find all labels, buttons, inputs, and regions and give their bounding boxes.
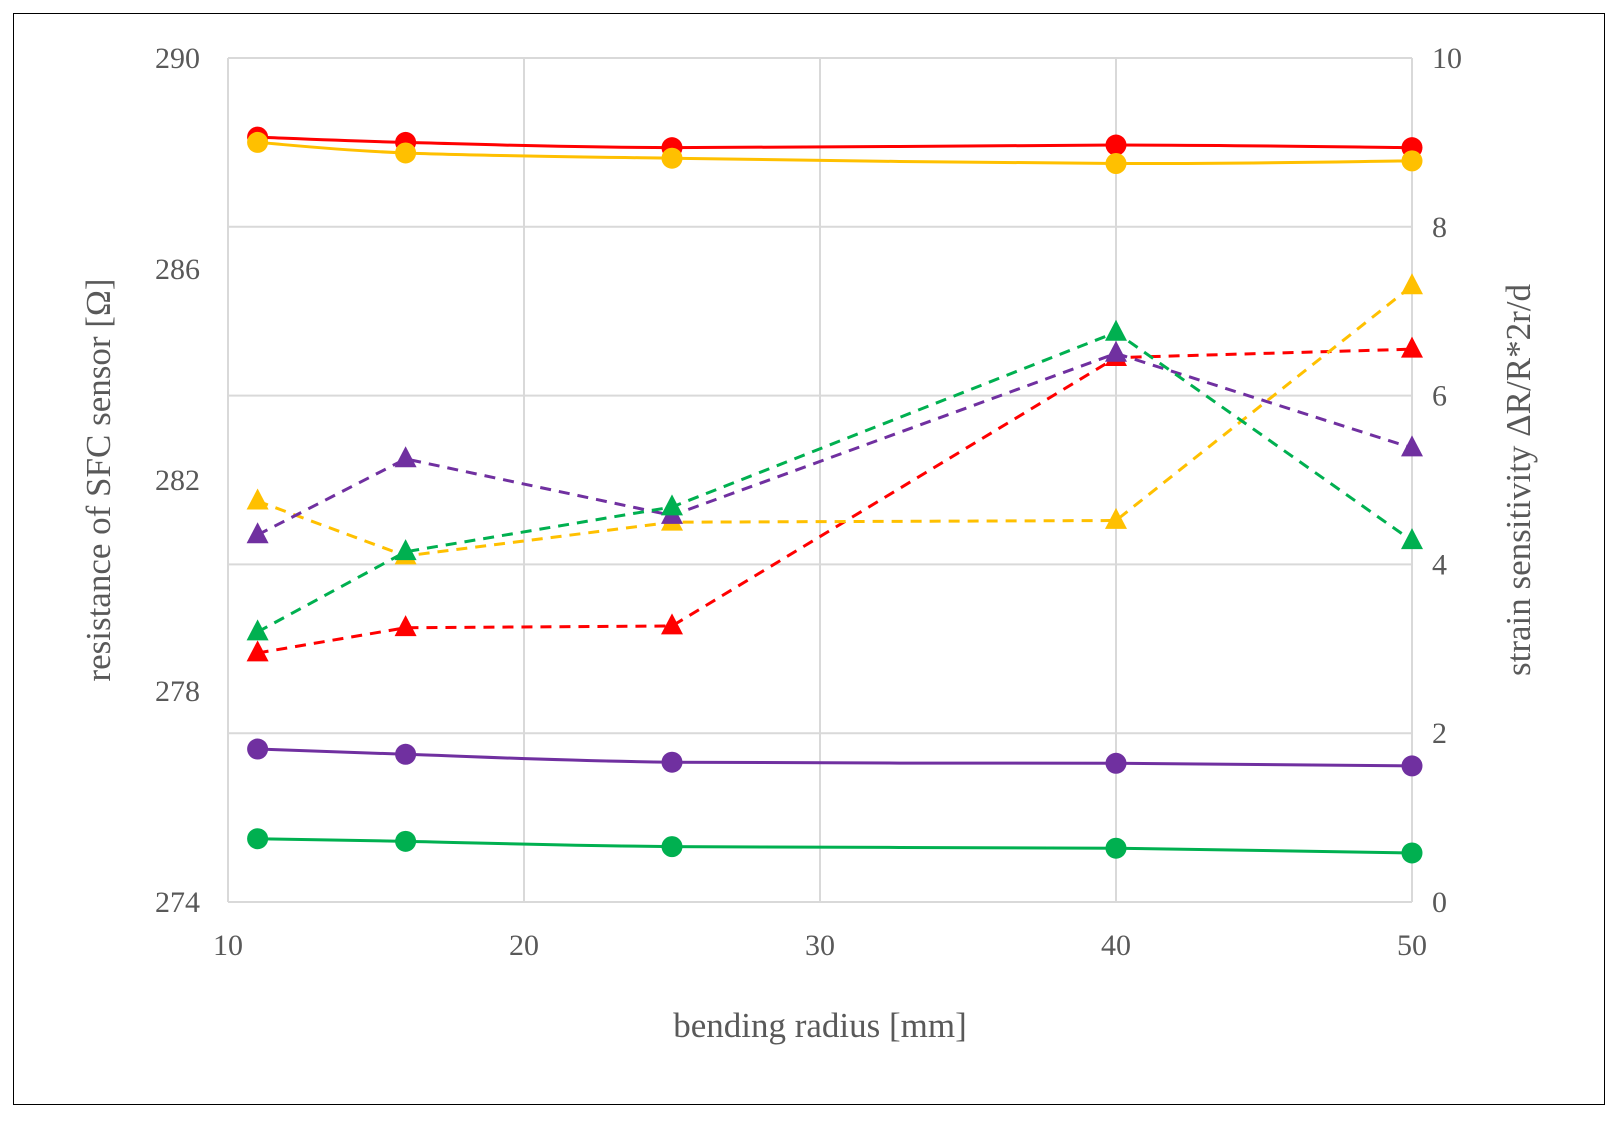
data-point (1401, 435, 1423, 457)
y-tick-label: 278 (155, 675, 200, 708)
data-point (1401, 755, 1423, 777)
data-point (1105, 507, 1127, 529)
series-line (257, 284, 1413, 558)
series-purple-resistance (247, 738, 1423, 777)
y-tick-label: 282 (155, 464, 200, 497)
data-point (395, 142, 417, 164)
data-point (1105, 340, 1127, 362)
data-point (246, 522, 269, 544)
data-point (1401, 842, 1423, 864)
data-point (394, 615, 417, 637)
series-line (257, 747, 1413, 768)
x-tick-label: 20 (509, 929, 539, 962)
data-point (1105, 319, 1127, 341)
data-point (1105, 134, 1127, 156)
data-point (247, 828, 269, 850)
series-red-resistance (247, 126, 1423, 159)
series-line (257, 140, 1413, 166)
data-point (661, 147, 683, 169)
data-point (1401, 528, 1423, 550)
x-tick-label: 40 (1101, 929, 1131, 962)
y-tick-label: 290 (155, 42, 200, 75)
series-line (257, 837, 1413, 855)
data-point (247, 131, 269, 153)
series-yellow-sensitivity (246, 273, 1423, 565)
series-line (257, 347, 1413, 655)
data-point (246, 640, 269, 662)
tick-labels: 10 20 30 40 50 274 278 282 286 290 0 2 4 6 8 10 (155, 42, 1462, 962)
data-point (1401, 336, 1423, 358)
y2-tick-label: 0 (1432, 886, 1447, 919)
y2-tick-label: 10 (1432, 42, 1462, 75)
y-tick-label: 286 (155, 253, 200, 286)
data-point (1105, 752, 1127, 774)
y2-tick-label: 2 (1432, 717, 1447, 750)
series-line (257, 135, 1413, 150)
series-green-sensitivity (246, 319, 1423, 641)
y-tick-label: 274 (155, 886, 200, 919)
x-axis-title: bending radius [mm] (673, 1006, 967, 1045)
y2-tick-label: 8 (1432, 211, 1447, 244)
data-point (395, 830, 417, 852)
data-point (1105, 153, 1127, 174)
y-axis-title: resistance of SFC sensor [Ω] (79, 278, 118, 681)
series-purple-sensitivity (246, 340, 1423, 544)
data-point (1105, 837, 1127, 859)
chart-frame (13, 13, 1605, 1105)
y2-axis-title: strain sensitivity ΔR/R*2r/d (1499, 284, 1538, 676)
series-layer (246, 126, 1423, 864)
x-tick-label: 10 (213, 929, 243, 962)
data-point (246, 488, 269, 510)
data-point (394, 446, 417, 468)
data-point (661, 613, 683, 635)
grid (227, 57, 1413, 903)
x-tick-label: 50 (1397, 929, 1427, 962)
data-point (661, 836, 683, 858)
y2-tick-label: 4 (1432, 548, 1447, 581)
data-point (246, 619, 269, 641)
data-point (395, 743, 417, 765)
data-point (661, 751, 683, 773)
series-line (256, 330, 1413, 634)
x-tick-label: 30 (805, 929, 835, 962)
data-point (1401, 273, 1423, 295)
data-point (661, 494, 683, 516)
data-point (247, 738, 269, 760)
y2-tick-label: 6 (1432, 380, 1447, 413)
series-yellow-resistance (247, 131, 1423, 174)
data-point (1401, 150, 1423, 172)
series-red-sensitivity (246, 336, 1423, 662)
series-green-resistance (247, 828, 1423, 864)
data-point (394, 539, 417, 561)
